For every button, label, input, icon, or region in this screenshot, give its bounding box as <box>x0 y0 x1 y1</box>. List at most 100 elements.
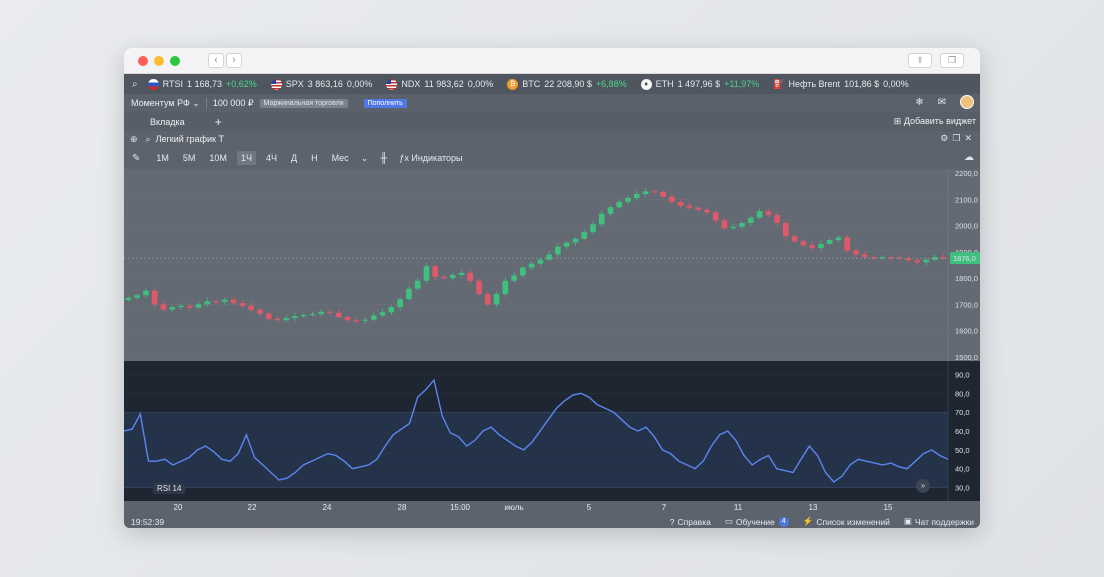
candle-body[interactable] <box>563 242 570 247</box>
candle-body[interactable] <box>826 240 833 244</box>
candle-body[interactable] <box>756 211 763 218</box>
candle-body[interactable] <box>186 305 193 308</box>
candle-body[interactable] <box>677 201 684 206</box>
candle-body[interactable] <box>467 272 474 281</box>
timeframe-3[interactable]: 1Ч <box>236 151 256 165</box>
candle-body[interactable] <box>634 194 640 198</box>
candle-body[interactable] <box>388 307 395 313</box>
cloud-icon[interactable]: ☁ <box>964 152 974 163</box>
candle-body[interactable] <box>362 319 368 321</box>
candle-body[interactable] <box>151 290 158 305</box>
candle-body[interactable] <box>651 191 658 193</box>
ticker-item[interactable]: ♦ ETH 1 497,96 $ +11,97% <box>640 78 759 90</box>
duplicate-window-icon[interactable]: ❐ <box>940 53 964 68</box>
candle-body[interactable] <box>896 257 903 259</box>
candle-body[interactable] <box>423 266 430 281</box>
margin-trading-badge[interactable]: Маржинальная торговля <box>259 98 348 108</box>
maximize-window-button[interactable] <box>170 56 180 66</box>
candle-body[interactable] <box>178 305 184 308</box>
share-icon[interactable]: ⇪ <box>908 53 932 68</box>
settings-icon[interactable]: ⚙ <box>940 133 953 143</box>
timeframe-5[interactable]: Д <box>290 153 298 163</box>
candle-body[interactable] <box>406 288 412 300</box>
candle-body[interactable] <box>721 220 728 229</box>
theme-icon[interactable]: ❄ <box>915 96 924 108</box>
ticker-item[interactable]: SPX 3 863,16 0,00% <box>270 78 372 90</box>
timeframe-4[interactable]: 4Ч <box>265 153 277 163</box>
candle-body[interactable] <box>844 237 850 251</box>
candle-body[interactable] <box>669 196 675 202</box>
help-button[interactable]: ? Справка <box>670 517 711 527</box>
candle-body[interactable] <box>581 232 588 239</box>
candle-body[interactable] <box>528 263 535 268</box>
candle-body[interactable] <box>344 317 351 321</box>
candle-body[interactable] <box>283 318 289 321</box>
candle-body[interactable] <box>546 254 552 260</box>
candle-body[interactable] <box>309 313 316 315</box>
candle-body[interactable] <box>555 246 561 255</box>
price-chart[interactable]: 2200,02100,02000,01900,01800,01700,01600… <box>124 169 980 361</box>
add-tab-button[interactable]: + <box>214 114 222 129</box>
candle-body[interactable] <box>292 316 298 319</box>
candle-body[interactable] <box>932 257 938 260</box>
pencil-icon[interactable]: ✎ <box>132 152 141 164</box>
timeframe-2[interactable]: 10М <box>209 153 227 163</box>
candle-body[interactable] <box>371 315 377 320</box>
forward-icon[interactable]: › <box>226 53 242 68</box>
candle-body[interactable] <box>818 243 824 248</box>
deposit-button[interactable]: Пополнить <box>363 98 407 108</box>
ticker-item[interactable]: NDX 11 983,62 0,00% <box>386 78 493 90</box>
close-icon[interactable]: ✕ <box>964 133 976 143</box>
candle-body[interactable] <box>257 309 263 314</box>
candle-body[interactable] <box>265 313 272 319</box>
candle-body[interactable] <box>300 314 307 317</box>
close-window-button[interactable] <box>138 56 148 66</box>
candle-body[interactable] <box>327 311 333 313</box>
support-chat-button[interactable]: ▣ Чат поддержки <box>904 516 974 527</box>
candle-body[interactable] <box>484 293 491 305</box>
candle-body[interactable] <box>730 226 737 229</box>
candle-body[interactable] <box>598 213 605 225</box>
chevron-down-icon[interactable]: ⌄ <box>360 152 369 163</box>
learning-button[interactable]: ▭ Обучение 4 <box>725 516 789 527</box>
add-widget-button[interactable]: ⊞ Добавить виджет <box>894 116 976 127</box>
minimize-window-button[interactable] <box>154 56 164 66</box>
widget-link-icon[interactable]: ⊕ <box>130 133 138 144</box>
candle-body[interactable] <box>642 191 649 195</box>
candle-body[interactable] <box>134 295 140 298</box>
candle-body[interactable] <box>239 303 246 306</box>
ticker-item[interactable]: RTSI 1 168,73 +0,62% <box>147 78 257 90</box>
scroll-to-latest-icon[interactable]: » <box>916 479 930 493</box>
candle-body[interactable] <box>537 259 544 264</box>
candle-body[interactable] <box>704 209 710 213</box>
candle-body[interactable] <box>125 297 132 300</box>
candle-body[interactable] <box>809 245 815 248</box>
mail-icon[interactable]: ✉ <box>937 96 946 108</box>
candle-body[interactable] <box>660 191 666 197</box>
candle-body[interactable] <box>318 311 325 314</box>
candle-body[interactable] <box>607 207 614 214</box>
candle-body[interactable] <box>695 207 701 210</box>
rsi-label[interactable]: RSI 14 <box>153 483 186 494</box>
candle-body[interactable] <box>248 305 254 310</box>
candle-body[interactable] <box>195 304 202 308</box>
timeframe-1[interactable]: 5М <box>182 153 196 163</box>
indicators-button[interactable]: ƒx Индикаторы <box>399 153 462 163</box>
avatar[interactable] <box>960 95 974 109</box>
candle-body[interactable] <box>441 276 447 279</box>
candle-body[interactable] <box>335 312 342 318</box>
candle-body[interactable] <box>590 224 596 233</box>
candle-body[interactable] <box>274 318 281 321</box>
candle-body[interactable] <box>800 241 807 246</box>
popout-icon[interactable]: ❐ <box>952 133 965 143</box>
candle-body[interactable] <box>169 307 176 310</box>
candle-body[interactable] <box>502 280 509 294</box>
candle-body[interactable] <box>572 238 579 243</box>
candle-body[interactable] <box>923 259 929 263</box>
candle-body[interactable] <box>222 299 228 302</box>
search-icon[interactable]: ⌕ <box>132 78 138 90</box>
candle-body[interactable] <box>476 280 482 294</box>
candle-body[interactable] <box>143 290 149 296</box>
candle-body[interactable] <box>853 250 859 255</box>
candle-body[interactable] <box>160 304 167 310</box>
